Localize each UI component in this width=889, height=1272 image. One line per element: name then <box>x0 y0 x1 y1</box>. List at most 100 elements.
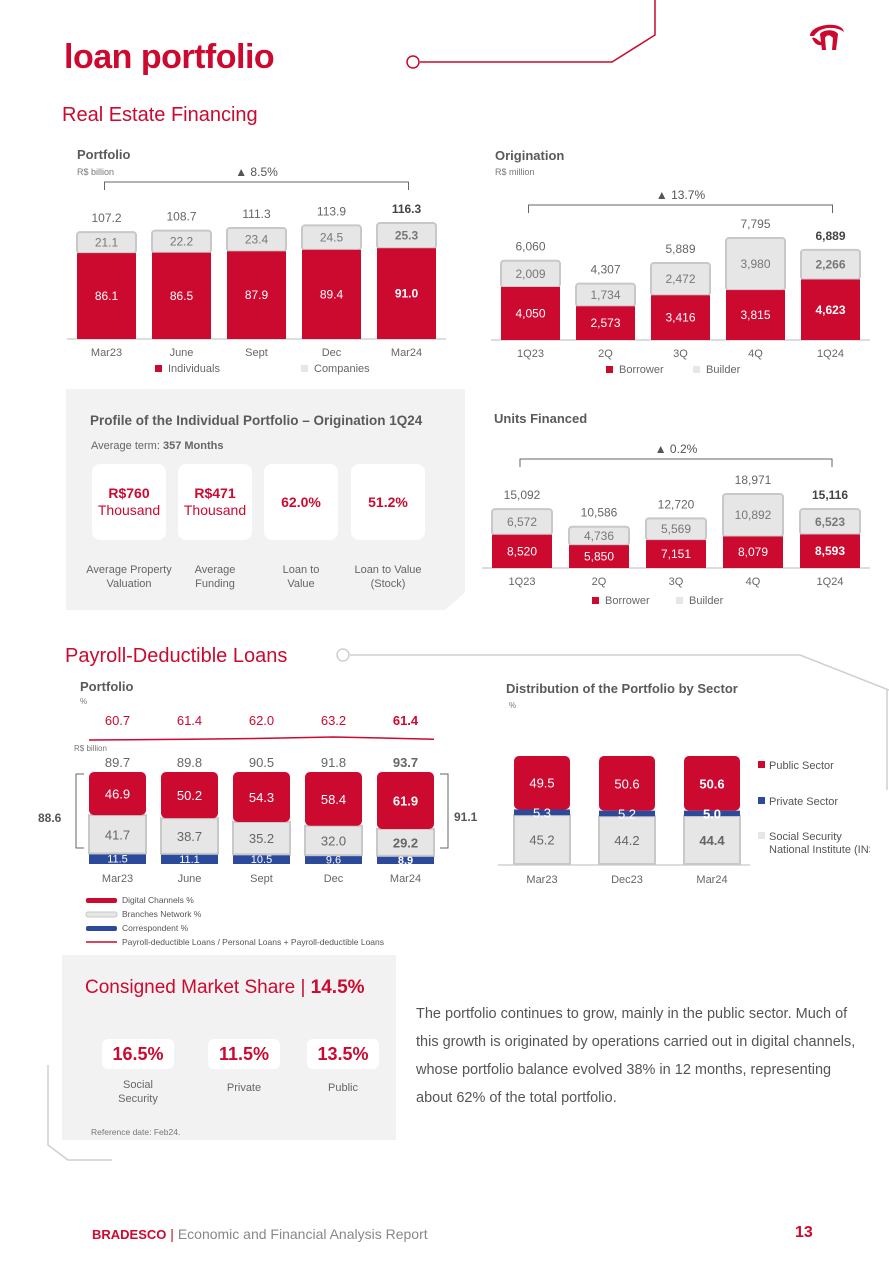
data-label: 44.2 <box>614 833 639 848</box>
line-label: 63.2 <box>321 713 346 728</box>
bar-individuals <box>152 252 211 339</box>
legend-label: Public Sector <box>769 760 834 772</box>
bar-correspondent <box>305 855 362 864</box>
side-label-left: 88.6 <box>38 811 62 825</box>
line-label: 61.4 <box>177 713 202 728</box>
legend-label: Builder <box>689 595 724 607</box>
bar-correspondent <box>89 853 146 864</box>
data-label: 3,416 <box>665 311 695 325</box>
bar-private <box>684 810 740 817</box>
total-label: 15,116 <box>812 488 848 502</box>
legend-label: Builder <box>706 364 741 376</box>
tick-label: 1Q23 <box>517 348 544 360</box>
bar-builder <box>645 517 707 542</box>
data-label: 22.2 <box>170 235 194 249</box>
stat-card-average-funding: R$471 Thousand <box>178 464 252 540</box>
data-label: 10.5 <box>251 854 272 866</box>
data-label: 8,593 <box>815 544 845 558</box>
re-portfolio-chart: 86.1 21.1 107.2 Mar23 86.5 22.2 108.7 June 87.9 2… <box>67 165 446 375</box>
tick-label: Mar24 <box>696 874 727 886</box>
bar-individuals <box>227 251 286 339</box>
data-label: 11.1 <box>179 854 200 866</box>
data-label: 5.0 <box>703 806 721 821</box>
line-label: 61.4 <box>393 713 419 728</box>
tick-label: Mar23 <box>91 347 122 359</box>
data-label: 3,815 <box>740 308 770 322</box>
re-origination-chart: 4,050 2,009 6,060 1Q23 2,573 1,734 4,307 2Q 3,41… <box>491 188 870 376</box>
unit-label: R$ billion <box>74 744 107 753</box>
data-label: 87.9 <box>245 288 269 302</box>
section-title-payroll: Payroll-Deductible Loans <box>65 645 288 667</box>
stat-value: 51.2% <box>368 493 408 510</box>
total-label: 89.8 <box>177 755 202 770</box>
data-label: 86.5 <box>170 289 194 303</box>
data-label: 35.2 <box>249 831 274 846</box>
payroll-paragraph: The portfolio continues to grow, mainly … <box>416 1006 856 1106</box>
legend-swatch-borrower <box>606 366 613 373</box>
bar-digital <box>305 772 362 826</box>
market-share-title-text: Consigned Market Share | <box>85 977 311 998</box>
tick-label: 1Q24 <box>817 576 844 588</box>
bar-digital <box>377 772 434 829</box>
bar-builder <box>500 259 561 289</box>
data-label: 24.5 <box>320 231 344 245</box>
total-label: 10,586 <box>581 506 618 520</box>
tick-label: Mar24 <box>390 873 421 885</box>
growth-bracket <box>519 458 833 467</box>
stat-card-loan-to-value: 62.0% <box>264 464 338 540</box>
data-label: 2,573 <box>590 316 620 330</box>
total-label: 5,889 <box>665 242 695 256</box>
bar-borrower <box>576 306 635 340</box>
data-label: 6,572 <box>507 515 537 529</box>
bar-builder <box>650 261 711 297</box>
bar-inss <box>513 814 571 865</box>
tick-label: 4Q <box>746 576 761 588</box>
data-label: 32.0 <box>321 833 346 848</box>
bar-individuals <box>77 253 136 339</box>
market-share-box: Consigned Market Share | 14.5% 16.5% 11.… <box>62 955 396 1140</box>
tick-label: 2Q <box>598 348 613 360</box>
bar-correspondent <box>233 854 290 864</box>
re-origination-title: Origination <box>495 148 565 163</box>
page-number: 13 <box>795 1224 813 1241</box>
legend-swatch-public <box>758 761 765 768</box>
legend-swatch-private <box>758 797 765 804</box>
line-series <box>88 736 435 741</box>
bar-borrower <box>801 279 860 340</box>
bar-companies <box>226 226 287 253</box>
tick-label: Mar23 <box>102 873 133 885</box>
data-label: 4,050 <box>515 307 545 321</box>
data-label: 41.7 <box>105 827 130 842</box>
line-label: 60.7 <box>105 713 130 728</box>
tick-label: 1Q23 <box>509 576 536 588</box>
legend-swatch <box>86 898 117 903</box>
growth-label: ▲ 8.5% <box>235 165 278 179</box>
tick-label: Dec <box>324 873 344 885</box>
bar-digital <box>233 772 290 822</box>
data-label: 23.4 <box>245 233 269 247</box>
legend-label: Private Sector <box>769 796 838 808</box>
tick-label: Mar23 <box>526 874 557 886</box>
reference-date: Reference date: Feb24. <box>91 1127 181 1137</box>
page-title: loan portfolio <box>64 38 275 76</box>
market-share-value-public: 13.5% <box>307 1039 379 1069</box>
tick-label: June <box>178 873 202 885</box>
tick-label: 4Q <box>748 348 763 360</box>
legend-swatch-builder <box>676 597 683 604</box>
bar-inss <box>683 815 741 865</box>
payroll-portfolio-chart: R$ billion 11.5 41.7 46.9 89.7 Mar23 60.7 11.1 3… <box>38 713 478 947</box>
side-label-right: 91.1 <box>454 810 478 824</box>
market-share-label: Public <box>328 1082 358 1094</box>
total-label: 15,092 <box>504 488 541 502</box>
market-share-value-private: 11.5% <box>208 1039 280 1069</box>
payroll-sector-chart: 45.2 5.3 49.5 Mar23 44.2 5.2 50.6 Dec23 44.4 5.0 5… <box>498 756 870 886</box>
total-label: 111.3 <box>242 207 271 221</box>
bar-branches <box>88 814 147 855</box>
stat-sub: Thousand <box>97 502 161 518</box>
stat-value: R$471 <box>194 485 236 501</box>
payroll-portfolio-unit: % <box>80 697 88 706</box>
legend-label-line: Social Security <box>769 831 842 843</box>
tick-label: June <box>170 347 194 359</box>
